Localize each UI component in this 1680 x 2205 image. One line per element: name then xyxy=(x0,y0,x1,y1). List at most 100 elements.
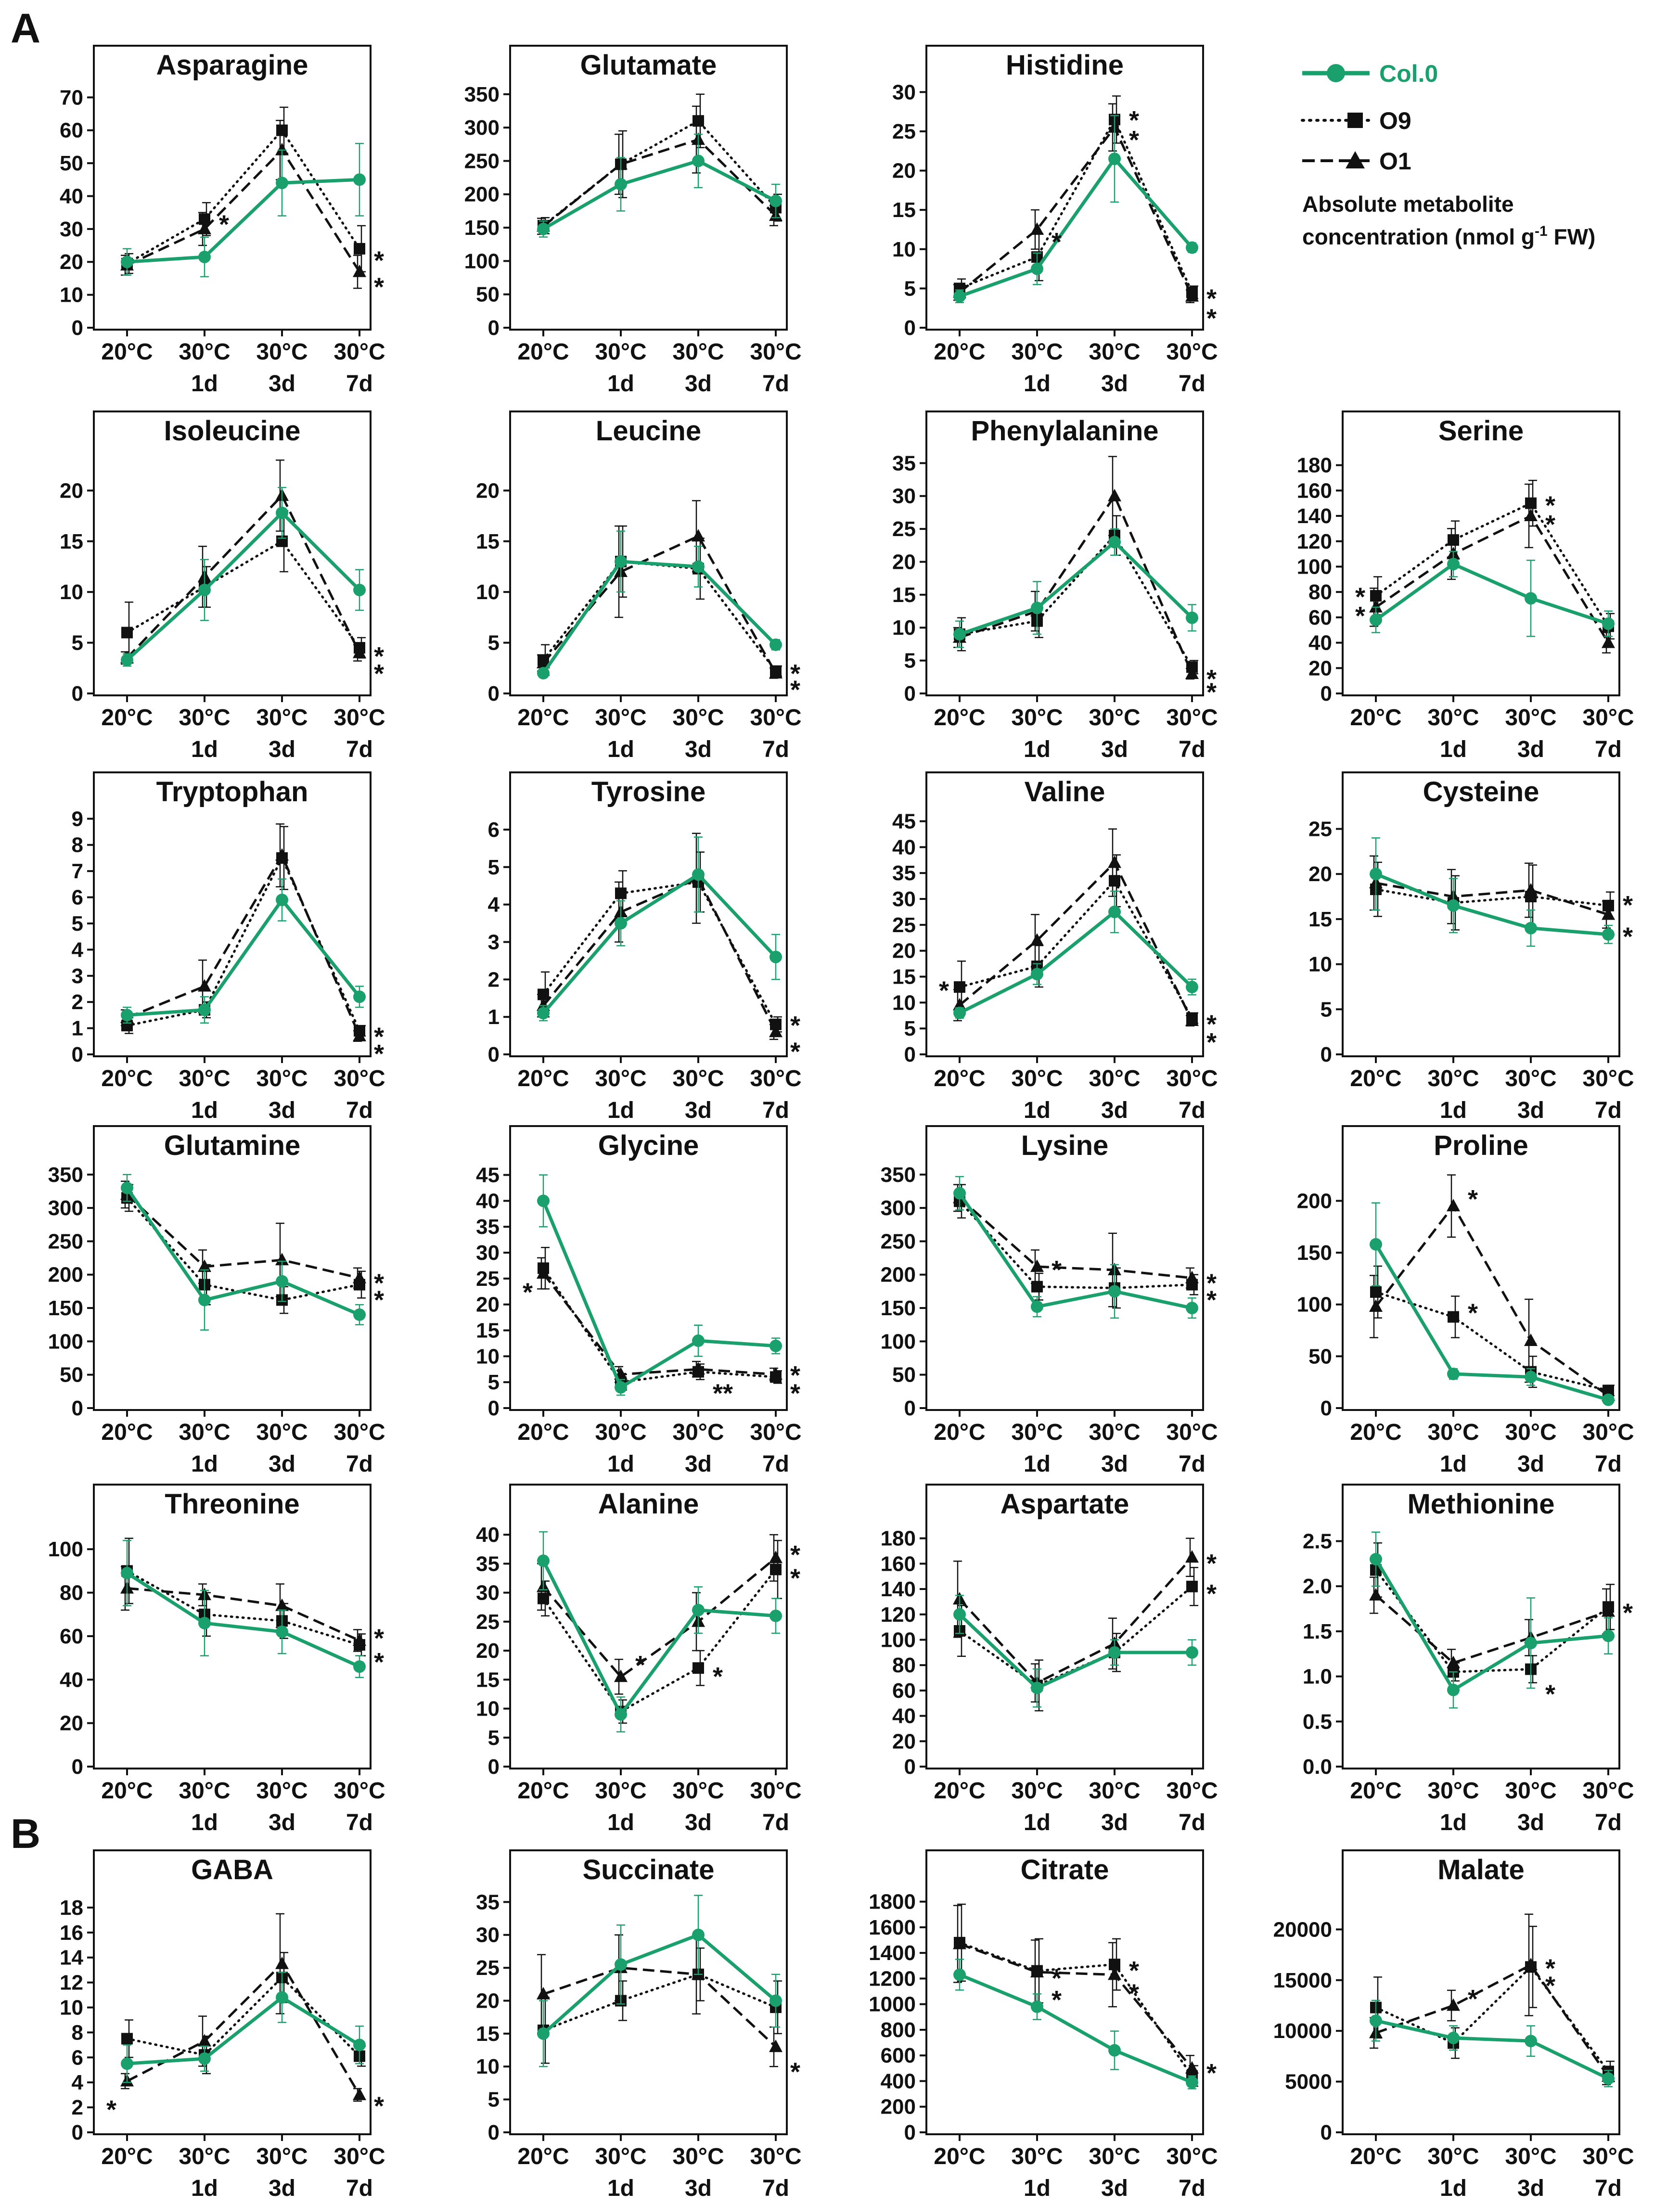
y-tick-label: 35 xyxy=(476,1215,500,1239)
data-point xyxy=(769,1551,782,1564)
chart-title: Threonine xyxy=(165,1488,299,1520)
significance-star: * xyxy=(374,1648,384,1677)
x-tick-label: 30°C xyxy=(750,1066,801,1091)
data-point xyxy=(1447,2031,1460,2044)
chart-title: Glutamine xyxy=(164,1130,301,1161)
series-o9 xyxy=(1370,1265,1615,1397)
data-point xyxy=(615,555,627,568)
data-point xyxy=(692,529,705,542)
data-point xyxy=(1108,536,1121,549)
x-tick-label: 20°C xyxy=(1350,1420,1401,1445)
y-tick-label: 100 xyxy=(881,1628,916,1652)
y-tick-label: 350 xyxy=(48,1163,83,1187)
y-tick-label: 30 xyxy=(892,80,916,104)
y-tick-label: 40 xyxy=(1308,631,1332,655)
x-tick-sublabel: 3d xyxy=(1517,1810,1544,1835)
series-o9 xyxy=(121,826,366,1037)
x-tick-label: 20°C xyxy=(517,339,569,365)
y-tick-label: 180 xyxy=(881,1527,916,1551)
y-tick-label: 10000 xyxy=(1273,2019,1332,2043)
series-o1 xyxy=(120,1566,366,1652)
data-point xyxy=(1525,1961,1537,1973)
y-tick-label: 40 xyxy=(476,1189,500,1213)
series-o9 xyxy=(1370,1925,1615,2082)
series-line xyxy=(959,495,1193,674)
data-point xyxy=(692,1928,705,1941)
x-tick-label: 30°C xyxy=(1166,1066,1218,1091)
chart-frame xyxy=(93,771,372,1057)
series-o1 xyxy=(953,456,1199,680)
y-tick-label: 150 xyxy=(48,1296,83,1320)
series-line xyxy=(958,879,1193,1020)
x-tick-sublabel: 7d xyxy=(1179,737,1205,762)
y-tick-label: 16 xyxy=(60,1921,83,1945)
y-tick-label: 25 xyxy=(892,120,916,143)
data-point xyxy=(276,893,288,906)
data-point xyxy=(769,194,782,207)
y-tick-label: 0 xyxy=(72,1755,83,1779)
data-point xyxy=(1447,1199,1460,1212)
significance-star: * xyxy=(1206,304,1217,333)
x-tick-sublabel: 1d xyxy=(607,737,634,762)
legend-marker-o9 xyxy=(1347,113,1363,128)
series-line xyxy=(126,494,361,659)
y-tick-label: 6 xyxy=(488,818,500,842)
data-point xyxy=(198,1003,211,1016)
data-point xyxy=(537,2027,550,2040)
x-tick-label: 20°C xyxy=(517,1420,569,1445)
y-tick-label: 5 xyxy=(488,1726,500,1750)
y-tick-label: 120 xyxy=(881,1603,916,1627)
section-label-a: A xyxy=(11,5,40,51)
x-tick-sublabel: 7d xyxy=(762,2176,789,2201)
data-point xyxy=(275,1956,289,1969)
x-tick-label: 30°C xyxy=(1582,1066,1634,1091)
data-point xyxy=(1448,1311,1459,1323)
data-point xyxy=(615,178,627,191)
data-point xyxy=(1031,2000,1043,2013)
significance-star: * xyxy=(635,1651,645,1679)
y-tick-label: 0 xyxy=(488,2121,500,2144)
series-line xyxy=(542,1973,777,2032)
data-point xyxy=(275,1253,289,1266)
legend-item-o9: O9 xyxy=(1301,107,1411,134)
data-point xyxy=(1525,1371,1537,1384)
y-tick-label: 20 xyxy=(892,159,916,183)
y-tick-label: 6 xyxy=(72,2046,83,2069)
data-point xyxy=(199,213,210,225)
x-tick-label: 30°C xyxy=(333,705,385,731)
significance-star: * xyxy=(1545,1971,1555,2000)
x-tick-label: 30°C xyxy=(672,339,724,365)
y-tick-label: 4 xyxy=(72,2071,84,2094)
chart-frame xyxy=(925,1125,1204,1411)
series-col-0 xyxy=(953,115,1198,304)
significance-star: * xyxy=(790,1379,800,1408)
data-point xyxy=(953,628,966,641)
chart-title: Asparagine xyxy=(156,50,308,81)
y-tick-label: 10 xyxy=(1308,953,1332,976)
significance-star: * xyxy=(374,1285,384,1314)
y-tick-label: 30 xyxy=(476,1923,500,1947)
data-point xyxy=(769,950,782,963)
data-point xyxy=(692,1603,705,1616)
x-tick-sublabel: 3d xyxy=(269,1810,295,1835)
y-tick-label: 15 xyxy=(892,198,916,222)
data-point xyxy=(1108,1646,1121,1659)
data-point xyxy=(353,990,366,1003)
y-tick-label: 120 xyxy=(1297,530,1332,553)
chart-methionine: Methionine 0.0 0.5 1.0 1.5 2.0 2.5 20°C 30°C 1d 30… xyxy=(1303,1484,1634,1835)
y-tick-label: 20 xyxy=(1308,656,1332,680)
data-point xyxy=(353,264,366,277)
y-tick-label: 2 xyxy=(72,2096,83,2119)
y-tick-label: 15 xyxy=(1308,908,1332,931)
data-point xyxy=(1602,635,1615,648)
data-point xyxy=(692,560,705,573)
series-line xyxy=(959,540,1193,636)
data-point xyxy=(1370,1238,1382,1251)
significance-star: * xyxy=(1129,1979,1139,2008)
chart-succinate: Succinate 0 5 10 15 20 25 30 35 20°C 30°C 1d 30°C 3d 3… xyxy=(476,1849,802,2201)
x-tick-sublabel: 1d xyxy=(1440,1098,1467,1123)
data-point xyxy=(354,243,365,255)
significance-star: * xyxy=(1468,1185,1478,1214)
